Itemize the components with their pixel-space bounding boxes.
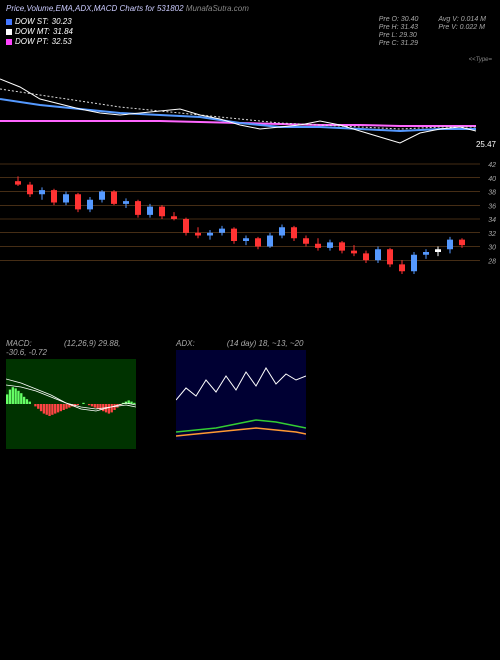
- legend-dow-mt: DOW MT: 31.84: [6, 27, 249, 36]
- svg-text:36: 36: [488, 203, 496, 210]
- svg-text:28: 28: [487, 258, 496, 265]
- svg-text:30: 30: [488, 245, 496, 252]
- svg-text:<<Type=: <<Type=: [469, 57, 493, 63]
- macd-panel: MACD: (12,26,9) 29.88, -30.6, -0.72: [6, 339, 136, 449]
- swatch-icon: [6, 19, 12, 25]
- svg-text:38: 38: [488, 190, 496, 197]
- date-axis: 69696969696969696969696969696969<<Type=: [0, 51, 500, 69]
- chart-header: Price,Volume,EMA,ADX,MACD Charts for 531…: [0, 0, 500, 51]
- legend-dow-st: DOW ST: 30.23: [6, 17, 249, 26]
- swatch-icon: [6, 39, 12, 45]
- svg-text:25.47: 25.47: [476, 140, 497, 149]
- ema-panel: 25.47: [0, 69, 500, 159]
- svg-text:34: 34: [488, 217, 496, 224]
- swatch-icon: [6, 29, 12, 35]
- svg-text:40: 40: [488, 176, 496, 183]
- stats-ohlc: Pre O: 30.40 Pre H: 31.43 Pre L: 29.30 P…: [379, 16, 419, 47]
- legend-dow-pt: DOW PT: 32.53: [6, 37, 249, 46]
- site-name: MunafaSutra.com: [186, 4, 249, 13]
- candle-panel: 42 40 38 36 34 32 30 28: [0, 159, 500, 279]
- adx-panel: ADX: (14 day) 18, ~13, ~20: [176, 339, 306, 449]
- svg-text:42: 42: [488, 162, 496, 169]
- stats-volume: Avg V: 0.014 M Pre V: 0.022 M: [438, 16, 486, 47]
- chart-title: Price,Volume,EMA,ADX,MACD Charts for 531…: [6, 4, 184, 13]
- svg-text:32: 32: [488, 231, 496, 238]
